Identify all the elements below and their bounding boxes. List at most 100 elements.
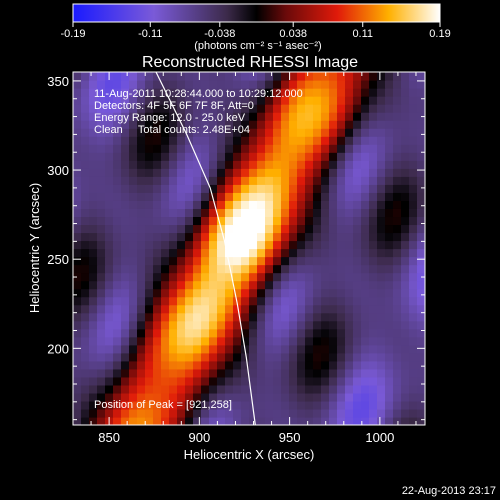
heatmap-cell: [305, 344, 314, 354]
heatmap-cell: [345, 112, 354, 121]
heatmap-cell: [273, 144, 282, 153]
heatmap-cell: [209, 160, 218, 169]
heatmap-cell: [305, 216, 314, 226]
heatmap-cell: [129, 80, 138, 89]
heatmap-cell: [377, 200, 386, 209]
heatmap-cell: [177, 408, 186, 418]
heatmap-cell: [289, 384, 298, 394]
heatmap-cell: [145, 72, 154, 81]
heatmap-cell: [337, 368, 346, 378]
heatmap-cell: [193, 320, 202, 330]
heatmap-cell: [241, 144, 250, 153]
heatmap-cell: [105, 352, 114, 362]
heatmap-cell: [369, 320, 378, 330]
heatmap-cell: [265, 248, 274, 258]
heatmap-cell: [401, 112, 410, 121]
heatmap-cell: [81, 224, 90, 234]
heatmap-cell: [385, 328, 394, 338]
heatmap-cell: [409, 272, 418, 282]
heatmap-cell: [89, 192, 98, 201]
heatmap-cell: [153, 216, 162, 226]
heatmap-cell: [393, 80, 402, 89]
heatmap-cell: [281, 184, 290, 193]
heatmap-cell: [401, 368, 410, 378]
heatmap-cell: [329, 368, 338, 378]
heatmap-cell: [273, 288, 282, 298]
heatmap-cell: [137, 360, 146, 370]
heatmap-cell: [417, 400, 425, 410]
heatmap-cell: [281, 400, 290, 410]
heatmap-cell: [81, 128, 90, 137]
heatmap-cell: [385, 272, 394, 282]
footer-date: 22-Aug-2013 23:17: [402, 485, 496, 497]
heatmap-cell: [177, 168, 186, 177]
heatmap-cell: [121, 288, 130, 298]
heatmap-cell: [417, 208, 425, 218]
heatmap-cell: [209, 288, 218, 298]
heatmap-cell: [201, 400, 210, 410]
heatmap-cell: [153, 272, 162, 282]
heatmap-cell: [321, 416, 330, 425]
heatmap-cell: [193, 136, 202, 145]
heatmap-cell: [369, 72, 378, 81]
heatmap-cell: [337, 80, 346, 89]
heatmap-cell: [145, 256, 154, 266]
heatmap-cell: [185, 256, 194, 266]
heatmap-cell: [249, 296, 258, 306]
heatmap-cell: [281, 112, 290, 121]
heatmap-cell: [121, 136, 130, 145]
heatmap-cell: [137, 184, 146, 193]
heatmap-cell: [217, 160, 226, 169]
heatmap-cell: [209, 200, 218, 209]
heatmap-cell: [401, 152, 410, 161]
heatmap-cell: [337, 176, 346, 185]
heatmap-cell: [161, 408, 170, 418]
heatmap-cell: [409, 216, 418, 226]
heatmap-cell: [129, 128, 138, 137]
heatmap-cell: [345, 240, 354, 250]
heatmap-cell: [73, 280, 82, 290]
heatmap-cell: [417, 72, 425, 81]
heatmap-cell: [353, 408, 362, 418]
heatmap-cell: [193, 352, 202, 362]
heatmap-cell: [185, 336, 194, 346]
heatmap-cell: [313, 296, 322, 306]
heatmap-cell: [233, 360, 242, 370]
heatmap-cell: [393, 376, 402, 386]
heatmap-cell: [377, 160, 386, 169]
heatmap-cell: [73, 72, 82, 81]
heatmap-cell: [73, 184, 82, 193]
heatmap-cell: [241, 360, 250, 370]
heatmap-cell: [313, 112, 322, 121]
heatmap-cell: [337, 256, 346, 266]
heatmap-cell: [265, 320, 274, 330]
heatmap-cell: [241, 288, 250, 298]
heatmap-cell: [113, 168, 122, 177]
heatmap-cell: [329, 216, 338, 226]
heatmap-cell: [177, 304, 186, 314]
heatmap-cell: [81, 168, 90, 177]
heatmap-cell: [185, 272, 194, 282]
heatmap-cell: [377, 416, 386, 425]
heatmap-cell: [289, 336, 298, 346]
heatmap-cell: [153, 168, 162, 177]
heatmap-cell: [313, 352, 322, 362]
heatmap-cell: [241, 192, 250, 201]
heatmap-cell: [321, 208, 330, 218]
heatmap-cell: [97, 296, 106, 306]
heatmap-cell: [89, 376, 98, 386]
heatmap-cell: [337, 168, 346, 177]
heatmap-cell: [361, 120, 370, 129]
heatmap-cell: [73, 112, 82, 121]
colorbar: -0.19 -0.11 -0.038 0.038 0.11 0.19 (photons c…: [60, 3, 451, 52]
heatmap-cell: [361, 312, 370, 322]
heatmap-cell: [289, 288, 298, 298]
heatmap-cell: [297, 80, 306, 89]
heatmap-cell: [281, 376, 290, 386]
heatmap-cell: [225, 312, 234, 322]
heatmap-cell: [361, 112, 370, 121]
heatmap-cell: [113, 320, 122, 330]
heatmap-cell: [257, 344, 266, 354]
heatmap-cell: [201, 264, 210, 274]
heatmap-cell: [273, 72, 282, 81]
